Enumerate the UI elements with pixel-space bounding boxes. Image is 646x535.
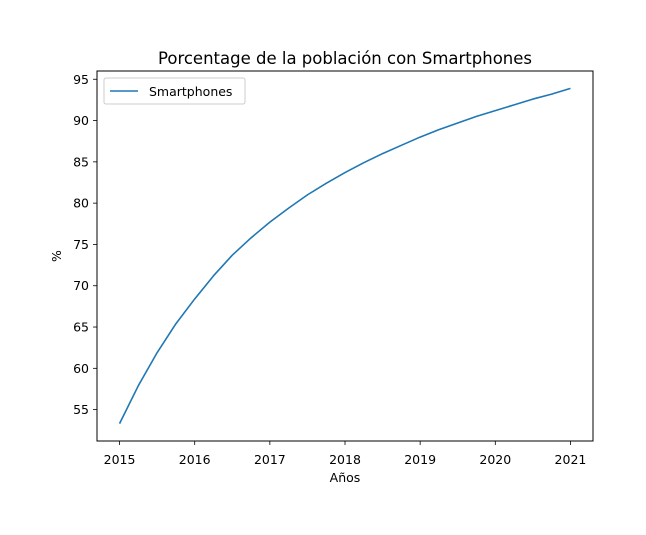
y-tick-label: 95 <box>73 72 89 87</box>
y-tick-label: 55 <box>73 402 89 417</box>
y-tick-label: 90 <box>73 113 89 128</box>
x-tick-label: 2015 <box>104 452 136 467</box>
chart-title: Porcentage de la población con Smartphon… <box>158 49 532 68</box>
x-axis: 2015 2016 2017 2018 2019 2020 2021 <box>104 441 587 467</box>
legend-box <box>103 77 246 105</box>
y-axis-label: % <box>49 250 64 262</box>
plot-area <box>97 71 593 441</box>
series-layer <box>118 87 571 425</box>
x-tick-label: 2019 <box>404 452 436 467</box>
x-tick-label: 2017 <box>254 452 286 467</box>
x-tick-label: 2016 <box>179 452 211 467</box>
y-tick-label: 60 <box>73 361 89 376</box>
series-line-smartphones <box>118 87 571 425</box>
y-tick-label: 70 <box>73 278 89 293</box>
y-tick-label: 65 <box>73 320 89 335</box>
x-tick-label: 2020 <box>479 452 511 467</box>
y-tick-label: 80 <box>73 196 89 211</box>
legend: Smartphones <box>103 77 246 105</box>
y-tick-label: 85 <box>73 154 89 169</box>
plot-background <box>97 71 593 441</box>
x-axis-label: Años <box>330 470 361 485</box>
y-axis: 55 60 65 70 75 80 85 90 95 <box>73 72 97 417</box>
x-tick-label: 2021 <box>555 452 587 467</box>
x-tick-label: 2018 <box>329 452 361 467</box>
legend-label-smartphones: Smartphones <box>149 84 232 99</box>
y-tick-label: 75 <box>73 237 89 252</box>
